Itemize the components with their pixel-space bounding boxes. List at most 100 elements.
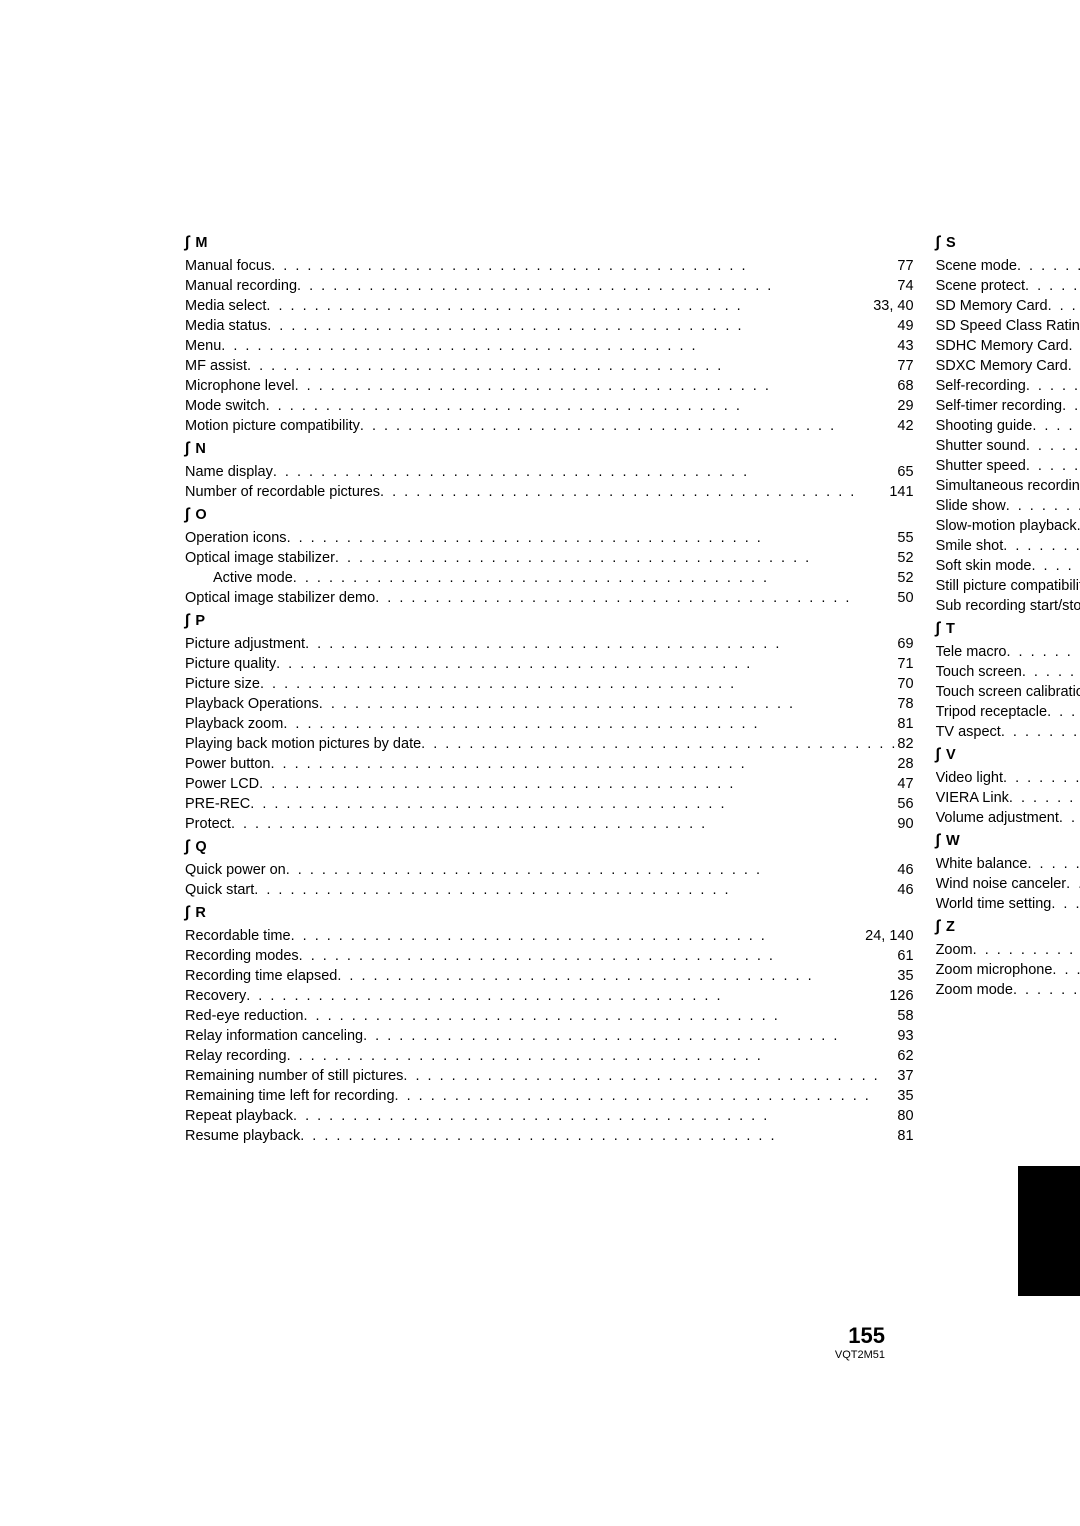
index-leader-dots: . . . . . . . . . . . . . . . . . . . . … [295,376,898,396]
index-entry: Motion picture compatibility . . . . . .… [185,416,914,436]
index-page: 35 [897,1086,913,1106]
index-entry: Tele macro . . . . . . . . . . . . . . .… [936,642,1080,662]
index-label: Playback zoom [185,714,283,734]
index-label: Simultaneous recording [936,476,1080,496]
index-label: Self-timer recording [936,396,1063,416]
index-entry: Volume adjustment . . . . . . . . . . . … [936,808,1080,828]
index-entry: Recovery . . . . . . . . . . . . . . . .… [185,986,914,1006]
index-label: Menu [185,336,221,356]
index-label: Protect [185,814,231,834]
index-leader-dots: . . . . . . . . . . . . . . . . . . . . … [1066,874,1080,894]
index-label: Motion picture compatibility [185,416,360,436]
index-leader-dots: . . . . . . . . . . . . . . . . . . . . … [1006,642,1080,662]
index-leader-dots: . . . . . . . . . . . . . . . . . . . . … [1048,296,1080,316]
index-leader-dots: . . . . . . . . . . . . . . . . . . . . … [293,1106,897,1126]
index-page: 68 [897,376,913,396]
index-label: SD Speed Class Rating [936,316,1080,336]
index-page: 42 [897,416,913,436]
index-page: 78 [897,694,913,714]
index-label: Touch screen [936,662,1022,682]
index-entry: Slow-motion playback . . . . . . . . . .… [936,516,1080,536]
index-entry: Zoom mode . . . . . . . . . . . . . . . … [936,980,1080,1000]
index-entry: Still picture compatibility . . . . . . … [936,576,1080,596]
index-entry: Menu . . . . . . . . . . . . . . . . . .… [185,336,914,356]
index-entry: Zoom . . . . . . . . . . . . . . . . . .… [936,940,1080,960]
index-page: 70 [897,674,913,694]
index-label: Operation icons [185,528,287,548]
index-label: Zoom [936,940,973,960]
index-label: Media status [185,316,267,336]
index-label: Zoom microphone [936,960,1053,980]
index-entry: TV aspect . . . . . . . . . . . . . . . … [936,722,1080,742]
index-leader-dots: . . . . . . . . . . . . . . . . . . . . … [300,1126,897,1146]
index-label: Sub recording start/stop button [936,596,1080,616]
index-leader-dots: . . . . . . . . . . . . . . . . . . . . … [1026,456,1080,476]
index-label: Repeat playback [185,1106,293,1126]
index-entry: Mode switch . . . . . . . . . . . . . . … [185,396,914,416]
index-page: 50 [897,588,913,608]
index-label: Self-recording [936,376,1026,396]
document-code: VQT2M51 [835,1349,885,1361]
index-label: Touch screen calibration [936,682,1080,702]
index-label: MF assist [185,356,247,376]
index-entry: Playback zoom . . . . . . . . . . . . . … [185,714,914,734]
index-section-header: P [185,610,914,632]
index-entry: Resume playback . . . . . . . . . . . . … [185,1126,914,1146]
index-leader-dots: . . . . . . . . . . . . . . . . . . . . … [395,1086,898,1106]
page-footer: 155 VQT2M51 [835,1323,885,1361]
index-label: Picture adjustment [185,634,305,654]
index-label: Recordable time [185,926,291,946]
index-page: 37 [897,1066,913,1086]
index-label: Playing back motion pictures by date [185,734,421,754]
section-tab [1018,1166,1080,1296]
index-leader-dots: . . . . . . . . . . . . . . . . . . . . … [1069,336,1080,356]
index-entry: Soft skin mode . . . . . . . . . . . . .… [936,556,1080,576]
index-label: Tripod receptacle [936,702,1048,722]
index-leader-dots: . . . . . . . . . . . . . . . . . . . . … [247,356,897,376]
index-leader-dots: . . . . . . . . . . . . . . . . . . . . … [1022,662,1080,682]
index-section-header: N [185,438,914,460]
index-page: 62 [897,1046,913,1066]
index-page: 69 [897,634,913,654]
index-section-header: Z [936,916,1080,938]
index-label: Wind noise canceler [936,874,1067,894]
index-section-header: W [936,830,1080,852]
index-entry: Relay information canceling . . . . . . … [185,1026,914,1046]
index-entry: Recording time elapsed . . . . . . . . .… [185,966,914,986]
index-page: 80 [897,1106,913,1126]
index-label: Remaining time left for recording [185,1086,395,1106]
index-entry: Operation icons . . . . . . . . . . . . … [185,528,914,548]
index-leader-dots: . . . . . . . . . . . . . . . . . . . . … [421,734,897,754]
index-page: 81 [897,1126,913,1146]
index-leader-dots: . . . . . . . . . . . . . . . . . . . . … [1051,894,1080,914]
index-page: 81 [897,714,913,734]
index-label: Red-eye reduction [185,1006,304,1026]
index-label: Media select [185,296,266,316]
index-page: 58 [897,1006,913,1026]
index-leader-dots: . . . . . . . . . . . . . . . . . . . . … [246,986,889,1006]
index-leader-dots: . . . . . . . . . . . . . . . . . . . . … [297,276,897,296]
index-label: SDXC Memory Card [936,356,1068,376]
index-label: Slow-motion playback [936,516,1077,536]
index-leader-dots: . . . . . . . . . . . . . . . . . . . . … [287,528,898,548]
index-entry: Number of recordable pictures . . . . . … [185,482,914,502]
index-leader-dots: . . . . . . . . . . . . . . . . . . . . … [221,336,897,356]
index-entry: SDXC Memory Card . . . . . . . . . . . .… [936,356,1080,376]
index-label: Recording time elapsed [185,966,337,986]
index-label: Scene protect [936,276,1025,296]
index-label: VIERA Link [936,788,1009,808]
index-leader-dots: . . . . . . . . . . . . . . . . . . . . … [250,794,897,814]
index-entry: Quick start . . . . . . . . . . . . . . … [185,880,914,900]
index-entry: Smile shot . . . . . . . . . . . . . . .… [936,536,1080,556]
index-leader-dots: . . . . . . . . . . . . . . . . . . . . … [360,416,898,436]
index-entry: Self-timer recording . . . . . . . . . .… [936,396,1080,416]
index-label: SDHC Memory Card [936,336,1069,356]
index-leader-dots: . . . . . . . . . . . . . . . . . . . . … [260,674,897,694]
index-label: Soft skin mode [936,556,1032,576]
index-page: 56 [897,794,913,814]
index-leader-dots: . . . . . . . . . . . . . . . . . . . . … [270,754,897,774]
index-section-header: S [936,232,1080,254]
index-leader-dots: . . . . . . . . . . . . . . . . . . . . … [1009,788,1080,808]
index-leader-dots: . . . . . . . . . . . . . . . . . . . . … [271,256,897,276]
index-leader-dots: . . . . . . . . . . . . . . . . . . . . … [299,946,898,966]
